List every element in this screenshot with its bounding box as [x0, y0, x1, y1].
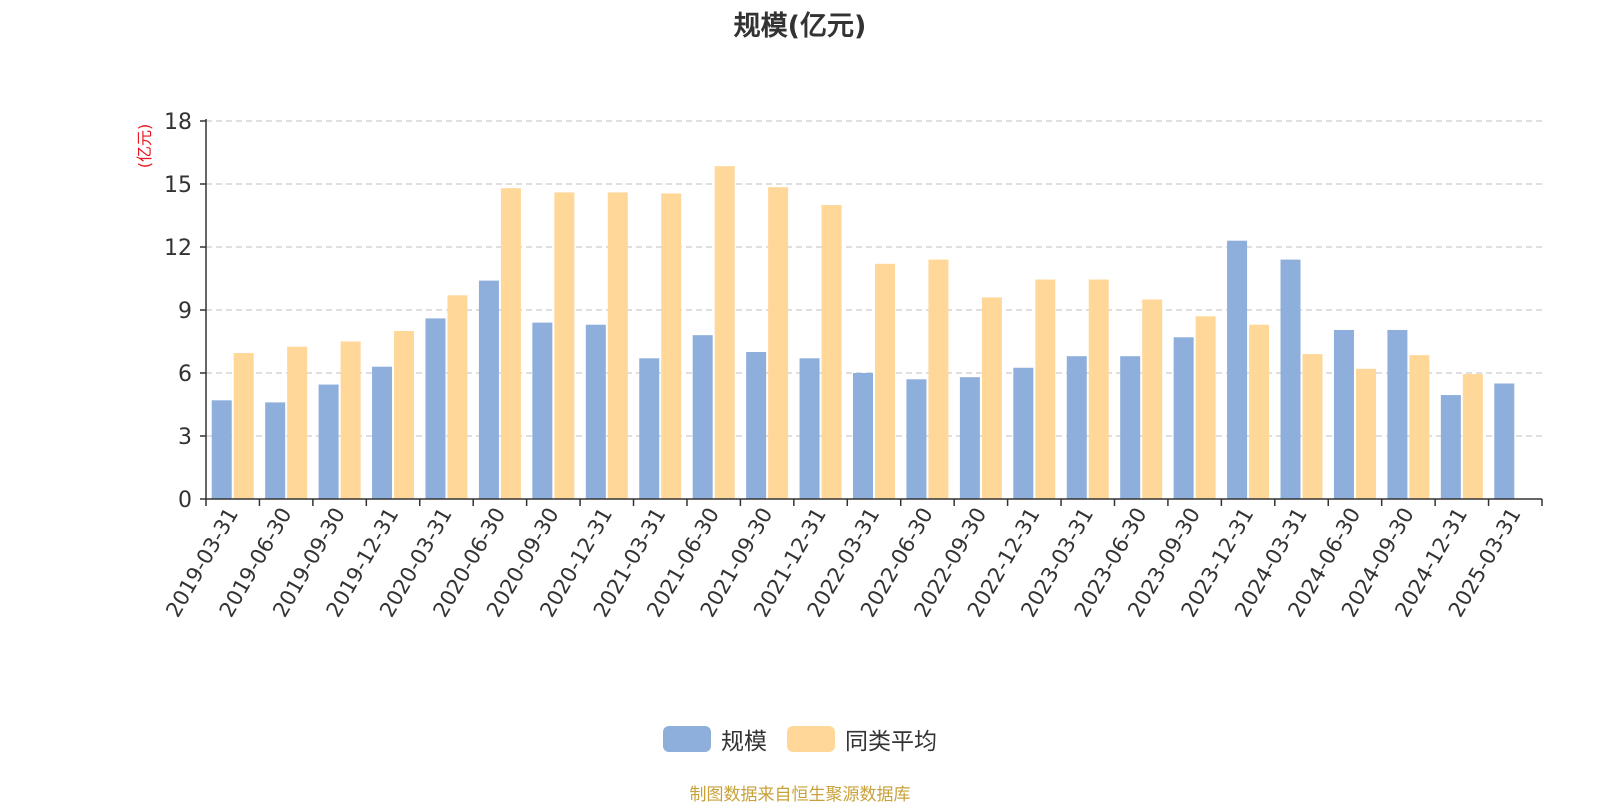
legend-swatch-series2: [787, 726, 835, 752]
y-tick-label: 6: [178, 362, 192, 387]
y-tick-label: 15: [164, 173, 192, 198]
legend-label-series1: 规模: [721, 729, 767, 755]
bar-series1[interactable]: [799, 358, 820, 499]
bar-series1[interactable]: [692, 335, 713, 499]
bar-series1[interactable]: [959, 377, 980, 499]
bar-series1[interactable]: [1333, 329, 1354, 499]
bar-series1[interactable]: [211, 400, 232, 499]
bars: [211, 166, 1515, 500]
bar-series1[interactable]: [1280, 259, 1301, 499]
bar-series1[interactable]: [1066, 356, 1087, 499]
y-tick-label: 12: [164, 236, 192, 261]
bar-series2[interactable]: [394, 331, 415, 499]
bar-series1[interactable]: [478, 280, 499, 499]
bar-series2[interactable]: [1142, 299, 1163, 500]
y-axis-unit-label: (亿元): [135, 124, 154, 169]
bar-series2[interactable]: [768, 187, 789, 499]
source-note: 制图数据来自恒生聚源数据库: [689, 785, 911, 805]
bar-series1[interactable]: [1013, 367, 1034, 499]
y-tick-label: 9: [178, 299, 192, 324]
bar-series1[interactable]: [1440, 395, 1461, 499]
bar-series2[interactable]: [1035, 279, 1056, 499]
bar-series2[interactable]: [1195, 316, 1216, 499]
bar-series1[interactable]: [265, 402, 286, 499]
bar-series1[interactable]: [1120, 356, 1141, 499]
bar-series1[interactable]: [853, 373, 873, 499]
bar-series1[interactable]: [1494, 383, 1515, 500]
bar-series1[interactable]: [585, 324, 606, 499]
bar-series2[interactable]: [875, 263, 895, 499]
legend-swatch-series1: [663, 726, 711, 752]
bar-series2[interactable]: [1355, 368, 1376, 499]
bar-series2[interactable]: [607, 192, 628, 499]
bar-series1[interactable]: [1227, 240, 1248, 499]
bar-series1[interactable]: [1173, 337, 1194, 499]
bar-series2[interactable]: [340, 341, 361, 500]
legend-label-series2: 同类平均: [845, 729, 937, 755]
bar-series2[interactable]: [981, 297, 1002, 499]
chart-title: 规模(亿元): [733, 11, 867, 42]
bar-series2[interactable]: [447, 295, 468, 499]
bar-series1[interactable]: [746, 352, 767, 499]
bar-series2[interactable]: [233, 353, 254, 499]
bar-series2[interactable]: [1302, 354, 1323, 499]
bar-series1[interactable]: [318, 384, 339, 499]
bar-series1[interactable]: [1387, 329, 1408, 499]
y-tick-label: 0: [178, 488, 192, 513]
legend-item-series1[interactable]: 规模: [663, 722, 767, 756]
bar-series2[interactable]: [554, 192, 575, 499]
bar-series2[interactable]: [714, 166, 735, 499]
bar-series1[interactable]: [425, 318, 446, 499]
bar-series2[interactable]: [1409, 355, 1430, 499]
bar-series2[interactable]: [1249, 324, 1270, 499]
legend-item-series2[interactable]: 同类平均: [787, 722, 937, 756]
bar-series2[interactable]: [661, 193, 682, 499]
y-tick-label: 3: [178, 425, 192, 450]
bar-series2[interactable]: [821, 205, 842, 499]
bar-series2[interactable]: [1462, 374, 1483, 499]
legend: 规模 同类平均: [0, 722, 1600, 756]
bar-series2[interactable]: [1088, 279, 1109, 499]
y-tick-label: 18: [164, 110, 192, 135]
bar-series2[interactable]: [500, 188, 521, 499]
bar-series2[interactable]: [928, 259, 949, 499]
bar-series1[interactable]: [532, 322, 553, 499]
bar-series2[interactable]: [287, 346, 308, 499]
bar-series1[interactable]: [372, 366, 393, 499]
bar-series1[interactable]: [639, 358, 660, 499]
bar-series1[interactable]: [906, 379, 927, 499]
axes: [200, 119, 1543, 506]
